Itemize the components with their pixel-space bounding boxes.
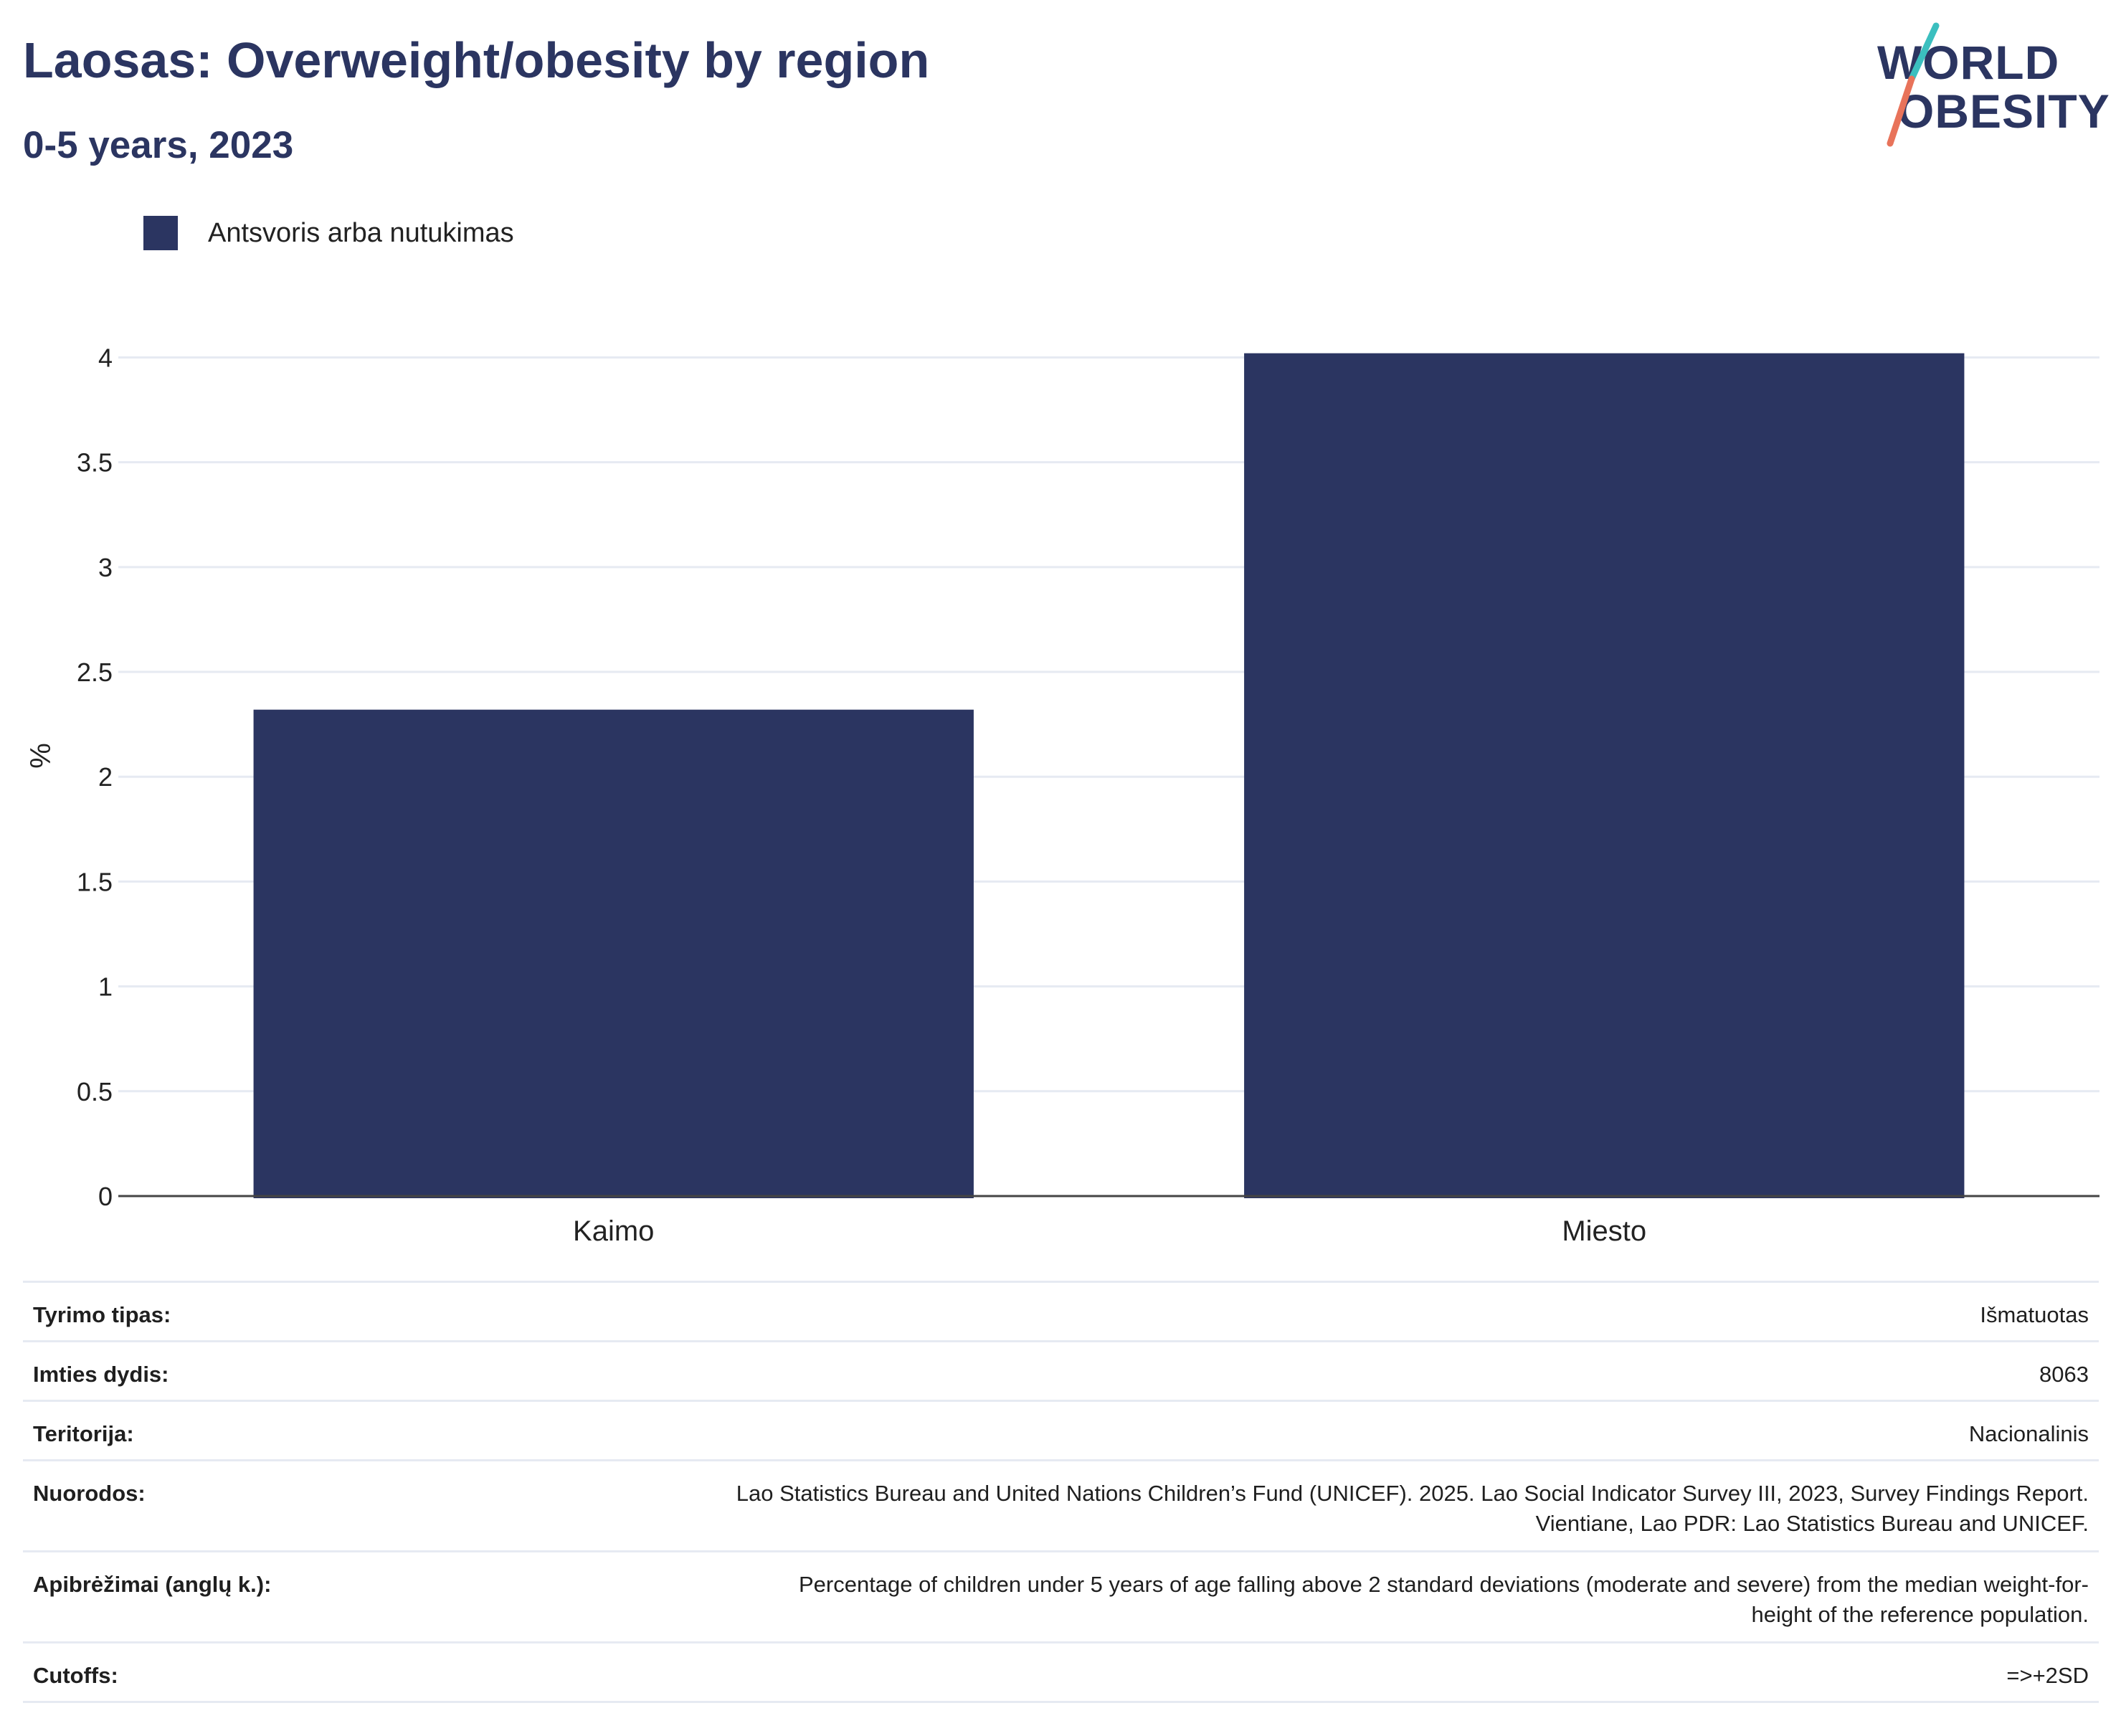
meta-value: 8063 <box>2039 1362 2089 1387</box>
meta-value: Percentage of children under 5 years of … <box>545 1552 2099 1643</box>
chart-subtitle: 0-5 years, 2023 <box>23 124 294 166</box>
reference-line-2: Vientiane, Lao PDR: Lao Statistics Burea… <box>1535 1511 2089 1536</box>
y-tick-label: 2.5 <box>77 658 113 687</box>
y-tick-label: 1 <box>98 972 113 1002</box>
meta-value: Lao Statistics Bureau and United Nations… <box>545 1461 2099 1552</box>
meta-key: Nuorodos: <box>33 1481 146 1506</box>
x-tick-label: Kaimo <box>573 1215 654 1247</box>
meta-key: Tyrimo tipas: <box>33 1302 171 1327</box>
y-tick-label: 0.5 <box>77 1077 113 1106</box>
y-tick-label: 3.5 <box>77 448 113 478</box>
survey-metadata-table: Tyrimo tipas: Išmatuotas Imties dydis: 8… <box>23 1281 2099 1703</box>
meta-key: Cutoffs: <box>33 1663 118 1688</box>
y-tick-label: 2 <box>98 762 113 792</box>
logo-slash-icon <box>1887 22 1940 147</box>
meta-key: Imties dydis: <box>33 1362 169 1387</box>
logo-word-world: WORLD <box>1877 36 2060 89</box>
y-tick-label: 1.5 <box>77 867 113 896</box>
meta-row-survey-type: Tyrimo tipas: Išmatuotas <box>23 1281 2099 1342</box>
y-tick-label: 3 <box>98 553 113 582</box>
meta-row-references: Nuorodos: Lao Statistics Bureau and Unit… <box>23 1460 2099 1552</box>
chart-legend[interactable]: Antsvoris arba nutukimas <box>143 215 514 251</box>
meta-row-territory: Teritorija: Nacionalinis <box>23 1400 2099 1461</box>
x-tick-label: Miesto <box>1562 1215 1646 1247</box>
reference-line-1: Lao Statistics Bureau and United Nations… <box>736 1481 2089 1506</box>
meta-row-cutoffs: Cutoffs: =>+2SD <box>23 1642 2099 1702</box>
y-axis-label: % <box>25 743 57 769</box>
meta-row-definitions: Apibrėžimai (anglų k.): Percentage of ch… <box>23 1551 2099 1643</box>
chart-title: Laosas: Overweight/obesity by region <box>23 32 930 88</box>
legend-label: Antsvoris arba nutukimas <box>208 217 514 248</box>
definition-line-2: height of the reference population. <box>1751 1602 2089 1627</box>
meta-row-sample-size: Imties dydis: 8063 <box>23 1341 2099 1401</box>
meta-value: =>+2SD <box>2006 1663 2089 1688</box>
bar-chart: 0 0.5 1 1.5 2 2.5 3 3.5 4% Kaimo Miesto <box>25 343 2099 1247</box>
legend-swatch <box>143 216 178 250</box>
meta-key: Apibrėžimai (anglų k.): <box>33 1572 272 1597</box>
world-obesity-logo: WORLD OBESITY <box>1864 22 2110 151</box>
meta-key: Teritorija: <box>33 1421 134 1446</box>
bar-miesto <box>1244 353 1965 1199</box>
y-tick-label: 0 <box>98 1182 113 1211</box>
y-tick-label: 4 <box>98 343 113 372</box>
meta-value: Išmatuotas <box>1980 1302 2089 1327</box>
logo-word-obesity: OBESITY <box>1897 85 2110 138</box>
definition-line-1: Percentage of children under 5 years of … <box>798 1572 2089 1597</box>
meta-value: Nacionalinis <box>1968 1421 2089 1446</box>
bar-kaimo <box>253 709 974 1198</box>
